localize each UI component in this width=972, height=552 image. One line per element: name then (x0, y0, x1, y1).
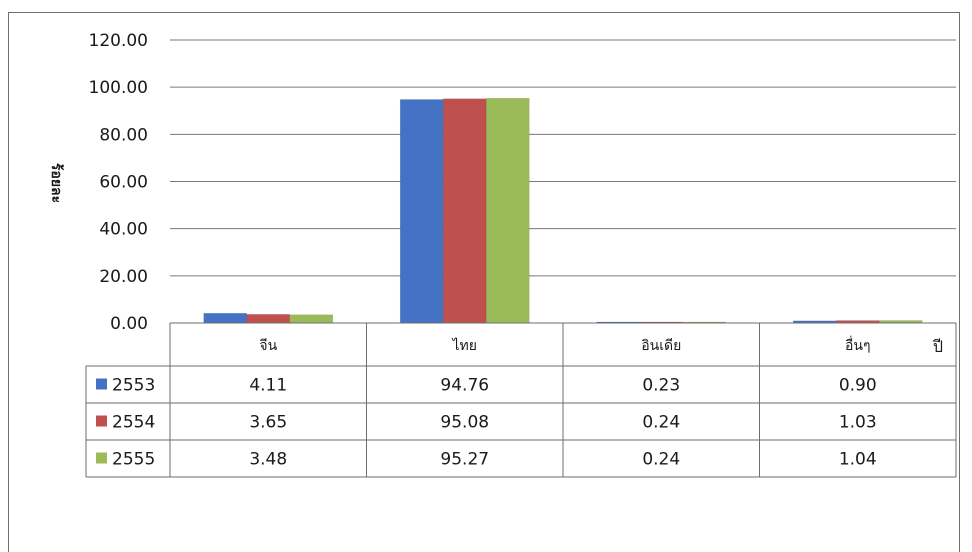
y-tick-label: 80.00 (99, 125, 148, 145)
bar-2555-1 (485, 98, 530, 324)
legend-key-2554 (96, 415, 107, 427)
y-tick-label: 100.00 (89, 78, 148, 98)
bar-2554-1 (442, 98, 487, 324)
bars (203, 98, 923, 324)
y-tick-label: 20.00 (99, 267, 148, 287)
bar-2553-1 (399, 99, 444, 324)
data-label: 0.23 (642, 376, 680, 396)
bar-chart: 0.00 20.00 40.00 60.00 80.00 100.00 120.00 จีน… (48, 31, 957, 478)
gridlines (170, 39, 956, 324)
data-label: 0.24 (642, 413, 680, 433)
data-label: 94.76 (440, 376, 489, 396)
chart-frame (8, 12, 960, 552)
bar-2555-0 (289, 314, 334, 324)
category-label: อื่นๆ (845, 336, 871, 354)
category-label: ไทย (452, 337, 477, 354)
data-label: 95.27 (440, 450, 489, 470)
data-table: จีน ไทย อินเดีย อื่นๆ 2553 4.11 94.76 0.23 0.90 2… (85, 322, 957, 478)
series-name: 2555 (112, 450, 155, 470)
y-tick-label: 40.00 (99, 220, 148, 240)
y-axis-title: ร้อยละ (48, 163, 64, 203)
category-label: จีน (259, 338, 277, 354)
data-label: 95.08 (440, 413, 489, 433)
bar-2554-0 (246, 314, 291, 324)
data-label: 0.24 (642, 450, 680, 470)
y-tick-label: 0.00 (110, 314, 148, 334)
series-name: 2553 (112, 376, 155, 396)
data-label: 1.04 (839, 450, 877, 470)
category-label: อินเดีย (641, 338, 681, 354)
bar-2553-0 (203, 313, 248, 324)
data-label: 4.11 (249, 376, 287, 396)
y-tick-label: 60.00 (99, 173, 148, 193)
x-axis-title: ปี (933, 337, 944, 356)
data-label: 3.65 (249, 413, 287, 433)
data-label: 0.90 (839, 376, 877, 396)
y-axis-ticks: 0.00 20.00 40.00 60.00 80.00 100.00 120.00 (89, 31, 148, 334)
legend-key-2555 (96, 452, 107, 464)
data-label: 3.48 (249, 450, 287, 470)
data-label: 1.03 (839, 413, 877, 433)
legend-key-2553 (96, 378, 107, 390)
y-tick-label: 120.00 (89, 31, 148, 51)
series-name: 2554 (112, 413, 155, 433)
